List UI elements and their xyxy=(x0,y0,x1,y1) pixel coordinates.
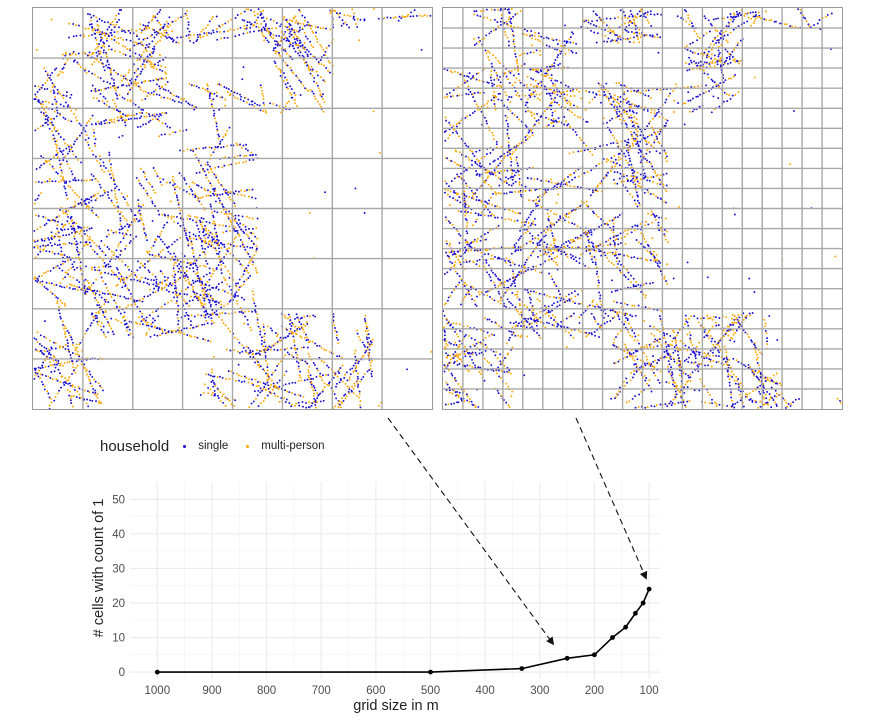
data-point xyxy=(592,652,597,658)
x-tick-label: 100 xyxy=(639,685,658,697)
legend-label-multi-person: multi-person xyxy=(261,440,325,452)
y-tick-label: 40 xyxy=(112,529,125,541)
data-point xyxy=(640,600,646,606)
data-point xyxy=(564,655,570,661)
chart-tick-labels: 1000 900 800 700 600 500 400 300 200 100010203040… xyxy=(112,494,658,697)
grid-overlay xyxy=(443,8,842,409)
series-line xyxy=(157,588,650,673)
x-tick-label: 700 xyxy=(312,685,331,697)
legend-item-multi-person: multi-person xyxy=(246,440,325,452)
x-tick-label: 400 xyxy=(476,685,495,697)
map-panel-large-grid xyxy=(32,7,433,410)
x-tick-label: 800 xyxy=(257,685,276,697)
x-tick-label: 300 xyxy=(530,685,549,697)
household-point-map-small-grid xyxy=(443,8,842,409)
y-tick-label: 20 xyxy=(112,598,125,610)
data-point xyxy=(633,610,638,616)
data-point xyxy=(646,586,652,592)
x-tick-label: 200 xyxy=(585,685,604,697)
y-tick-label: 30 xyxy=(112,563,125,575)
household-points xyxy=(33,8,432,409)
x-axis-title: grid size in m xyxy=(353,698,438,714)
grid-overlay xyxy=(33,8,432,409)
data-point xyxy=(610,635,615,640)
y-tick-label: 50 xyxy=(112,494,125,506)
legend-title: household xyxy=(100,437,170,455)
x-tick-label: 500 xyxy=(421,685,440,697)
x-tick-label: 900 xyxy=(202,685,221,697)
chart-gridlines xyxy=(130,482,660,679)
chart-series xyxy=(154,586,652,675)
data-point xyxy=(519,666,525,671)
x-tick-label: 1000 xyxy=(145,685,171,697)
data-point xyxy=(428,669,433,675)
legend-item-single: single xyxy=(183,440,228,452)
legend-label-single: single xyxy=(198,440,229,452)
legend-swatch-multi-person xyxy=(246,444,250,448)
legend: household single multi-person xyxy=(100,437,343,455)
household-point-map-large-grid xyxy=(33,8,432,409)
data-point xyxy=(623,624,628,630)
y-axis-title: # cells with count of 1 xyxy=(91,499,107,638)
y-tick-label: 10 xyxy=(112,633,125,645)
x-tick-label: 600 xyxy=(366,685,385,697)
data-point xyxy=(154,669,160,675)
y-tick-label: 0 xyxy=(119,667,125,679)
map-panel-small-grid xyxy=(442,7,843,410)
legend-swatch-single xyxy=(183,444,187,448)
